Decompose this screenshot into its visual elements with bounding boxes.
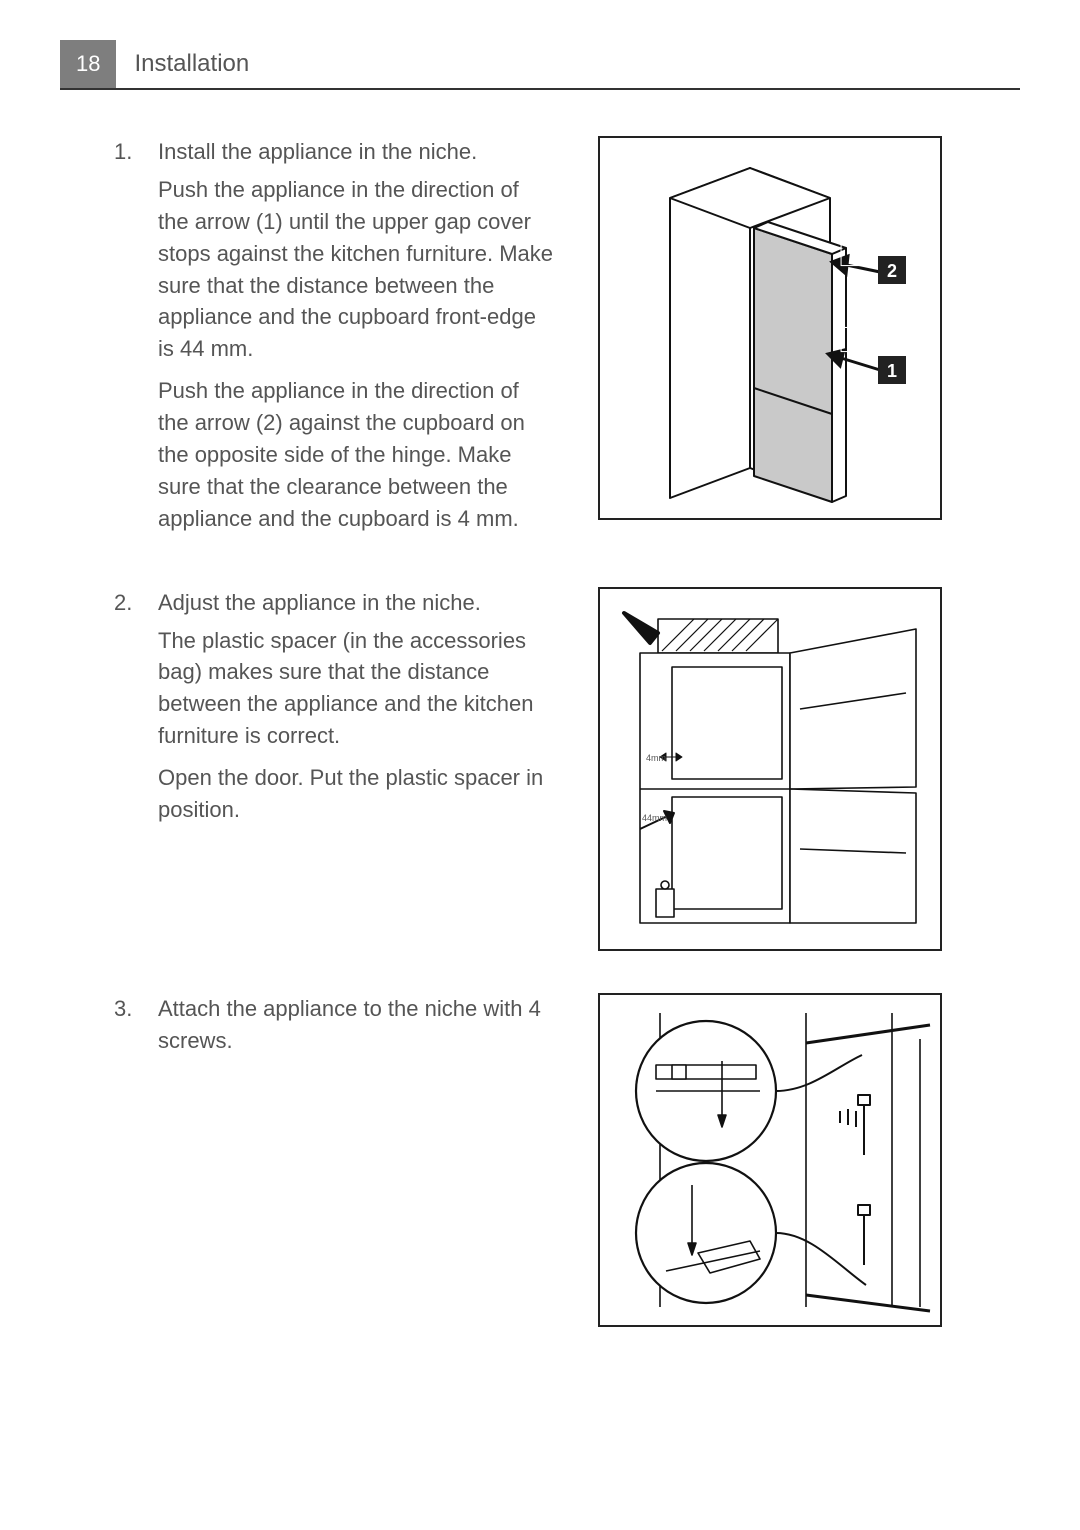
- step-paragraph: Push the appliance in the direction of t…: [158, 174, 554, 365]
- dimension-label-4mm: 4mm: [646, 753, 666, 763]
- step-figure-1: 2 1: [598, 136, 942, 520]
- step-paragraph: Open the door. Put the plastic spacer in…: [158, 762, 554, 826]
- page-number: 18: [60, 40, 116, 88]
- callout-label-1: 1: [887, 361, 897, 381]
- diagram-install-niche: 2 1: [598, 136, 942, 520]
- step-paragraph: The plastic spacer (in the accessories b…: [158, 625, 554, 753]
- diagram-attach-screws: [598, 993, 942, 1327]
- step-title: Adjust the appliance in the niche.: [158, 587, 554, 619]
- step-figure-2: 4mm 44mm: [598, 587, 942, 951]
- callout-label-2: 2: [887, 261, 897, 281]
- step-paragraph: Push the appliance in the direction of t…: [158, 375, 554, 534]
- step-figure-3: [598, 993, 942, 1327]
- step-number: 3.: [114, 993, 158, 1063]
- dimension-label-44mm: 44mm: [642, 813, 667, 823]
- step-number: 2.: [114, 587, 158, 836]
- page-title: Installation: [116, 40, 267, 88]
- steps-list: 1. Install the appliance in the niche. P…: [60, 136, 1020, 1327]
- step-2: 2. Adjust the appliance in the niche. Th…: [114, 587, 1020, 951]
- step-title: Install the appliance in the niche.: [158, 136, 554, 168]
- step-3: 3. Attach the appliance to the niche wit…: [114, 993, 1020, 1327]
- step-1: 1. Install the appliance in the niche. P…: [114, 136, 1020, 545]
- page-header: 18 Installation: [60, 40, 1020, 90]
- step-number: 1.: [114, 136, 158, 545]
- step-title: Attach the appliance to the niche with 4…: [158, 993, 554, 1057]
- diagram-adjust-spacer: 4mm 44mm: [598, 587, 942, 951]
- page: 18 Installation 1. Install the appliance…: [0, 0, 1080, 1530]
